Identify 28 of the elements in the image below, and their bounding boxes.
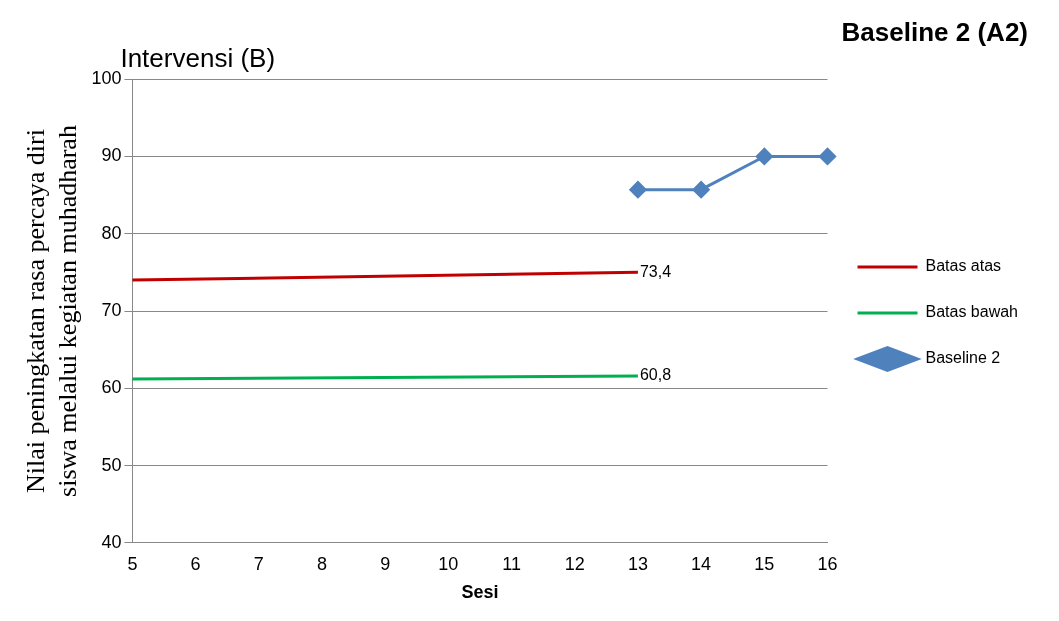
x-tick-label: 9	[380, 553, 391, 574]
text: Intervensi (B)	[120, 43, 276, 74]
annotation: 73,4	[639, 262, 672, 280]
y-tick-label: 90	[101, 145, 122, 166]
x-tick-label: 8	[316, 553, 327, 574]
legend-label: Batas bawah	[925, 303, 1019, 321]
x-tick-label: 10	[438, 553, 459, 574]
x-tick-label: 16	[817, 553, 838, 574]
y-tick-label: 60	[101, 377, 122, 398]
x-tick-label: 12	[564, 553, 585, 574]
x-axis-title: Sesi	[461, 582, 499, 603]
x-tick-label: 6	[190, 553, 201, 574]
x-tick-label: 11	[502, 553, 521, 574]
y-axis-title: Nilai peningkatan rasa percaya diri siswa melalui kegiatan muhadharah	[21, 125, 82, 497]
x-tick-label: 7	[253, 553, 264, 574]
legend-label: Batas atas	[925, 257, 1002, 275]
y-tick-label: 80	[101, 222, 122, 243]
y-tick-label: 50	[101, 454, 122, 475]
x-tick-label: 15	[754, 553, 775, 574]
annotation: 60,8	[639, 366, 672, 384]
x-tick-label: 13	[627, 553, 648, 574]
y-tick-label: 40	[101, 531, 122, 552]
text: Baseline 2 (A2)	[841, 16, 1028, 47]
x-tick-label: 14	[691, 553, 712, 574]
y-tick-label: 100	[91, 68, 122, 89]
x-tick-label: 5	[127, 553, 138, 574]
legend-label: Baseline 2	[925, 349, 1001, 367]
y-tick-label: 70	[101, 299, 122, 320]
